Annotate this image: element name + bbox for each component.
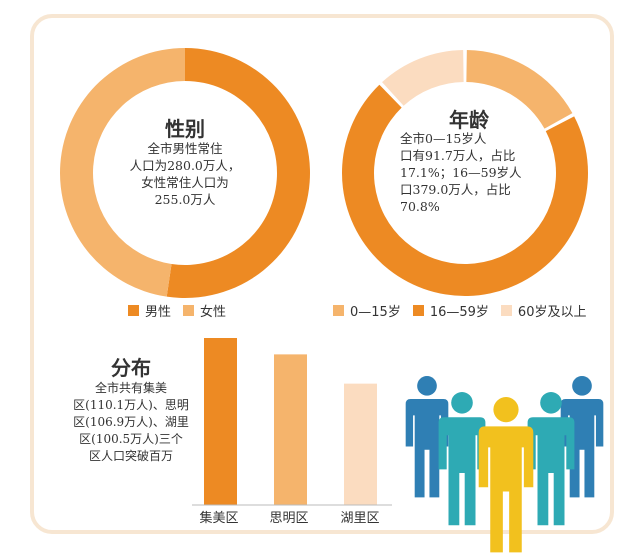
person-head [493, 397, 519, 423]
bar-label-siming: 思明区 [269, 511, 309, 526]
legend-label-female: 女性 [200, 305, 227, 320]
person-head [572, 376, 592, 396]
donut-slice-0 [166, 48, 310, 298]
legend-item-age-16-59: 16—59岁 [412, 301, 489, 320]
donut-slice-1 [60, 48, 186, 297]
age-legend: 0—15岁 16—59岁 60岁及以上 [333, 301, 598, 320]
legend-item-male: 男性 [128, 301, 171, 320]
person-body [527, 417, 575, 526]
person-head [451, 392, 473, 414]
gender-legend: 男性 女性 [128, 301, 238, 320]
district-bar-chart [192, 338, 392, 506]
donut-slice-2 [382, 50, 464, 106]
bar-label-huli: 湖里区 [340, 511, 380, 526]
legend-label-age-0-15: 0—15岁 [350, 305, 401, 320]
person-body [478, 426, 534, 553]
legend-swatch-age-60plus [500, 305, 512, 316]
legend-swatch-age-16-59 [412, 305, 424, 316]
donut-slice-1 [341, 84, 588, 297]
legend-swatch-female [183, 305, 195, 316]
bar-1 [274, 354, 307, 505]
bar-0 [204, 338, 237, 505]
gender-donut [60, 48, 310, 298]
decorative-frame [30, 14, 614, 534]
legend-swatch-male [128, 305, 139, 316]
person-head [540, 392, 562, 414]
legend-label-male: 男性 [145, 305, 172, 320]
bar-label-jimei: 集美区 [199, 511, 239, 526]
legend-swatch-age-0-15 [333, 305, 344, 316]
age-title: 年龄 [449, 108, 489, 132]
person-body [405, 398, 449, 498]
legend-label-age-60plus: 60岁及以上 [517, 305, 587, 320]
age-donut [341, 50, 588, 297]
legend-item-age-60plus: 60岁及以上 [500, 301, 587, 320]
legend-item-age-0-15: 0—15岁 [333, 301, 401, 320]
legend-item-female: 女性 [183, 301, 226, 320]
person-head [417, 376, 437, 396]
gender-description: 全市男性常住 人口为280.0万人， 女性常住人口为 255.0万人 [129, 141, 241, 207]
donut-slice-0 [466, 50, 573, 129]
bar-2 [344, 383, 377, 505]
age-description: 全市0—15岁人 口有91.7万人，占比 17.1%；16—59岁人 口379.… [400, 131, 522, 214]
distribution-title: 分布 [111, 356, 151, 380]
legend-label-age-16-59: 16—59岁 [429, 305, 489, 320]
distribution-description: 全市共有集美 区(110.1万人)、思明 区(106.9万人)、湖里 区(100… [73, 381, 189, 463]
people-group-icon [405, 376, 604, 553]
person-body [438, 417, 486, 526]
gender-title: 性别 [165, 117, 205, 141]
